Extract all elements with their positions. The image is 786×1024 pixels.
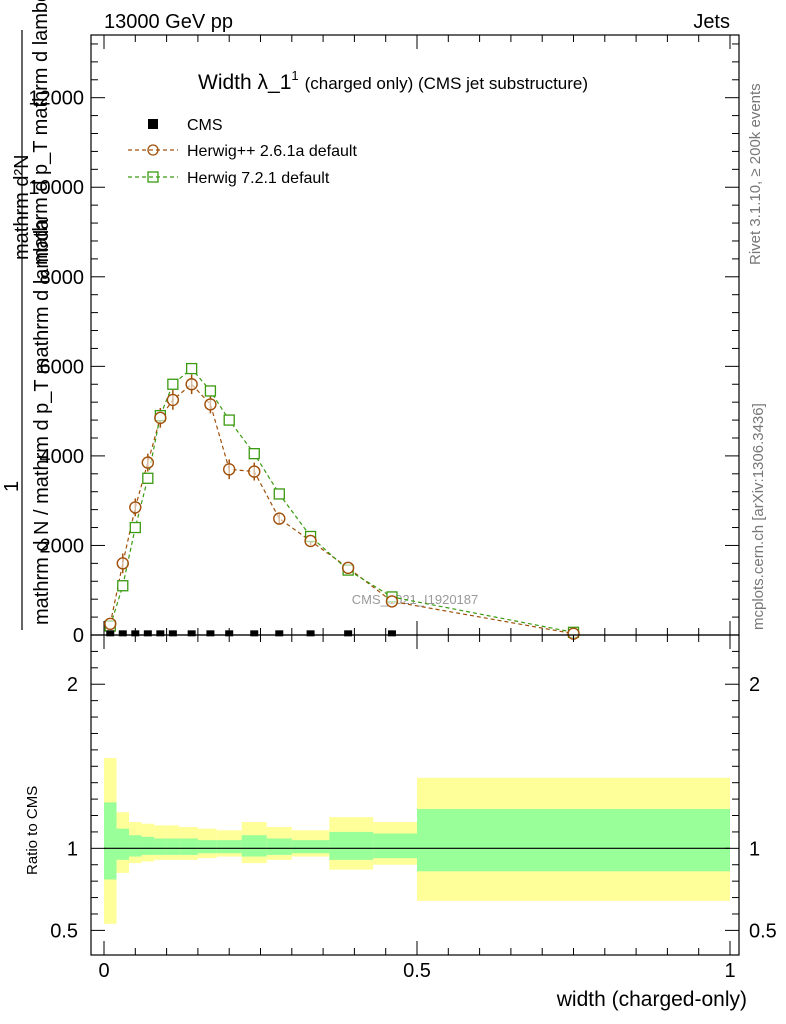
herwig-pp-point (185, 378, 198, 391)
legend-herwig7-label: Herwig 7.2.1 default (187, 170, 330, 187)
ratio-inner-band (373, 833, 417, 859)
y-tick-label: 2000 (40, 535, 85, 557)
cms-point (206, 630, 215, 637)
chart-title: Width λ_11 (charged only) (CMS jet substr… (198, 68, 588, 94)
ratio-inner-band (216, 840, 242, 854)
ratio-inner-band (266, 838, 292, 855)
herwig-pp-point (248, 465, 261, 478)
cms-point (156, 630, 165, 637)
ratio-inner-band (197, 840, 217, 854)
y-tick-label: 4000 (40, 446, 85, 468)
process-label: Jets (693, 11, 730, 33)
herwig-pp-point (141, 456, 155, 469)
herwig7-point (204, 385, 217, 397)
ylabel-denominator: mathrm d N / mathrm d p_T mathrm d lambd… (31, 218, 53, 625)
main-ylabel: mathrm d²N mathrm d p_T mathrm d lambda … (1, 0, 53, 630)
y-tick-label: 12000 (28, 88, 84, 110)
cms-point (250, 630, 259, 637)
x-tick-label: 1 (724, 960, 735, 982)
ratio-inner-band (154, 838, 167, 855)
herwig-pp-point (304, 534, 317, 548)
watermark-label: CMS_2021_I1920187 (352, 592, 479, 607)
herwig7-point (248, 448, 260, 460)
herwig7-point (185, 362, 198, 375)
y-tick-label: 6000 (40, 356, 85, 378)
cms-point (143, 630, 152, 637)
herwig-pp-point (166, 393, 180, 407)
herwig7-point (167, 378, 179, 390)
ratio-inner-band (179, 838, 198, 855)
cms-point (168, 630, 177, 637)
cms-point (306, 630, 315, 637)
herwig-pp-point (116, 557, 129, 570)
herwig-pp-point (129, 501, 142, 514)
ratio-axes: 0.5 0.5 1 1 2 2 0 0.5 1 (50, 635, 777, 982)
ratio-inner-band (166, 838, 180, 855)
herwig-pp-point (273, 512, 286, 525)
herwig-pp-point (385, 595, 399, 608)
cms-point (131, 630, 140, 637)
ratio-inner-band (116, 828, 130, 860)
ratio-inner-band (329, 831, 374, 860)
x-tick-label: 0.5 (403, 960, 431, 982)
cms-point (187, 630, 196, 637)
ratio-inner-band (104, 802, 117, 880)
series-line (109, 367, 574, 633)
herwig-pp-point (341, 561, 355, 575)
herwig7-point (129, 521, 141, 534)
ratio-y-tick-label: 2 (67, 674, 78, 696)
main-series (104, 362, 580, 640)
herwig-pp-point (204, 398, 217, 411)
cms-point (387, 630, 396, 637)
ratio-y-tick-label-right: 2 (749, 674, 760, 696)
herwig7-point (223, 414, 235, 426)
ratio-inner-band (417, 808, 730, 872)
mcplots-label: mcplots.cern.ch [arXiv:1306.3436] (750, 403, 767, 630)
ratio-y-tick-label: 1 (67, 838, 78, 860)
ratio-bands (104, 758, 730, 924)
ratio-inner-band (129, 835, 142, 857)
herwig-pp-point (154, 411, 167, 425)
cms-point (344, 630, 353, 637)
ratio-panel: 0.5 0.5 1 1 2 2 0 0.5 1 Ratio to CMS width (char… (24, 634, 777, 1011)
legend-herwig-pp-marker (147, 144, 159, 156)
energy-label: 13000 GeV pp (104, 11, 233, 33)
ylabel-one: 1 (1, 481, 23, 492)
ratio-ylabel: Ratio to CMS (24, 786, 41, 875)
legend: CMS Herwig++ 2.6.1a default Herwig 7.2.1… (128, 117, 357, 187)
main-panel: CMS_2021_I1920187 0 2000 4000 6000 8000 10000… (1, 0, 740, 647)
ratio-frame (90, 634, 740, 956)
ylabel-numerator: mathrm d p_T mathrm d lambda (30, 0, 52, 265)
y-tick-label: 0 (73, 625, 84, 647)
herwig7-point (142, 472, 154, 484)
herwig7-point (273, 488, 285, 500)
cms-point (225, 630, 234, 637)
legend-cms-label: CMS (187, 117, 223, 134)
legend-herwig7-marker (147, 171, 159, 183)
herwig-pp-point (104, 617, 117, 631)
herwig7-point (117, 580, 129, 592)
ratio-y-tick-label-right: 1 (749, 838, 760, 860)
herwig-pp-point (222, 463, 236, 476)
rivet-label: Rivet 3.1.10, ≥ 200k events (747, 83, 764, 265)
cms-point (106, 630, 115, 637)
xlabel: width (charged-only) (556, 988, 747, 1011)
x-tick-label: 0 (98, 960, 109, 982)
ratio-y-tick-label: 0.5 (50, 920, 78, 942)
ratio-inner-band (291, 840, 330, 854)
y-tick-label: 8000 (40, 267, 85, 289)
series-line (109, 383, 574, 635)
main-axes: 0 2000 4000 6000 8000 10000 12000 (28, 35, 739, 647)
legend-cms-marker (148, 119, 158, 129)
ratio-y-tick-label-right: 0.5 (749, 920, 777, 942)
legend-herwig-pp-label: Herwig++ 2.6.1a default (187, 143, 357, 160)
cms-point (118, 630, 127, 637)
ratio-inner-band (241, 835, 267, 857)
cms-point (275, 630, 284, 637)
y-tick-label: 10000 (28, 177, 84, 199)
ratio-inner-band (141, 836, 155, 855)
